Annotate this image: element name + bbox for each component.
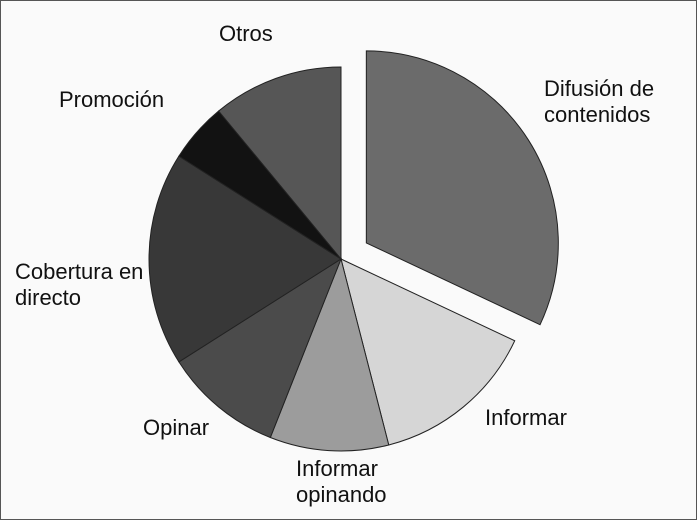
- slice-label: Informar: [485, 405, 567, 430]
- pie-slice: [148, 155, 342, 363]
- slice-label: Cobertura en directo: [15, 259, 144, 310]
- slice-label: Otros: [219, 21, 273, 46]
- pie-slice: [269, 257, 390, 452]
- pie-slice: [365, 50, 559, 326]
- slice-label: Informar opinando: [296, 456, 387, 507]
- slice-label: Difusión de contenidos: [544, 76, 655, 127]
- pie-slice: [340, 258, 516, 446]
- slice-label: Promoción: [59, 87, 165, 112]
- slice-label: Opinar: [143, 415, 210, 440]
- pie-slice: [178, 257, 343, 439]
- pie-slice: [217, 66, 342, 261]
